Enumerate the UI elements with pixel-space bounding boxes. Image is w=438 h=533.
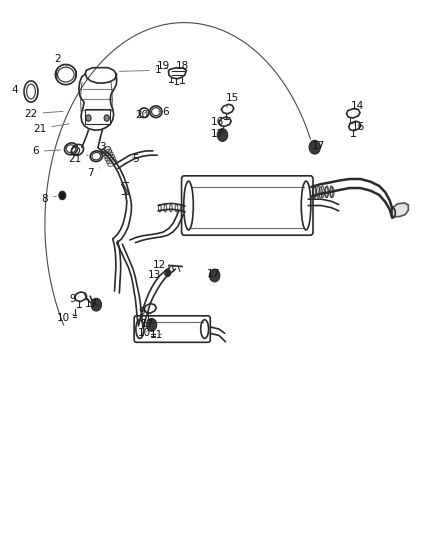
Text: 1: 1 [120, 66, 161, 75]
Circle shape [146, 318, 157, 331]
Text: 12: 12 [152, 261, 170, 270]
Text: 14: 14 [351, 101, 364, 111]
Text: 7: 7 [87, 168, 99, 178]
Circle shape [209, 269, 220, 282]
Text: 5: 5 [132, 155, 139, 164]
Text: 17: 17 [311, 141, 325, 151]
Circle shape [104, 115, 110, 121]
Circle shape [91, 298, 102, 311]
Text: 4: 4 [11, 85, 25, 95]
Circle shape [59, 191, 66, 200]
Text: 3: 3 [99, 142, 110, 152]
Circle shape [309, 140, 321, 154]
Text: 10: 10 [57, 313, 74, 324]
Text: 6: 6 [32, 147, 60, 157]
Text: 8: 8 [42, 193, 57, 204]
Text: 16: 16 [211, 117, 224, 127]
Text: 10: 10 [138, 328, 151, 338]
Text: 9: 9 [70, 294, 79, 304]
Polygon shape [392, 203, 408, 217]
Text: 15: 15 [226, 93, 239, 108]
Text: 20: 20 [135, 110, 148, 120]
Text: 17: 17 [85, 298, 99, 309]
Text: 18: 18 [175, 61, 189, 70]
Circle shape [217, 128, 228, 141]
Text: 17: 17 [211, 129, 224, 139]
Text: 16: 16 [352, 122, 365, 132]
Text: 17: 17 [141, 319, 154, 329]
Circle shape [86, 115, 91, 121]
Text: 19: 19 [157, 61, 170, 70]
Text: 6: 6 [158, 107, 169, 117]
Text: 9: 9 [138, 306, 148, 317]
Text: 17: 17 [207, 270, 220, 279]
Text: 21: 21 [33, 124, 69, 134]
Circle shape [165, 269, 171, 277]
Text: 11: 11 [150, 330, 163, 341]
Text: 21: 21 [68, 155, 88, 164]
Text: 22: 22 [25, 109, 63, 119]
Text: 2: 2 [55, 54, 67, 67]
Text: 13: 13 [148, 270, 166, 280]
